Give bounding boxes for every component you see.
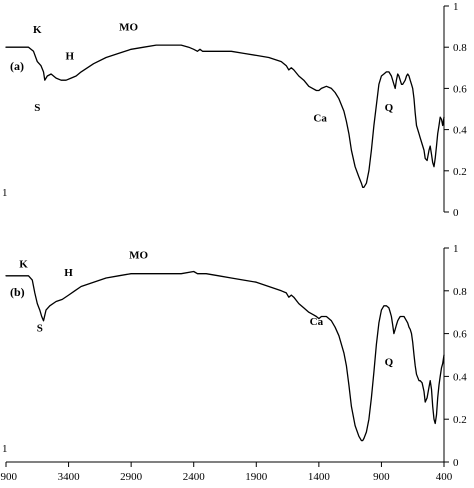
panel-label: (b) [10, 285, 25, 299]
edge-label: 1 [2, 187, 8, 199]
peak-annotation: K [33, 24, 42, 36]
peak-annotation: Q [385, 357, 394, 369]
x-tick-label: 2900 [120, 471, 143, 483]
spectrum-panel-b: 00.20.40.60.8139003400290024001900140090… [0, 243, 467, 483]
y-tick-label: 0.4 [453, 371, 467, 383]
y-tick-label: 0.8 [453, 286, 467, 298]
y-tick-label: 0.4 [453, 125, 467, 137]
peak-annotation: MO [119, 22, 138, 34]
peak-annotation: S [37, 322, 43, 334]
peak-annotation: Ca [310, 316, 324, 328]
x-tick-label: 1900 [245, 471, 268, 483]
x-tick-label: 400 [436, 471, 453, 483]
peak-annotation: K [19, 258, 28, 270]
spectrum-line [5, 270, 445, 442]
y-tick-label: 0.2 [453, 166, 467, 178]
y-tick-label: 0.6 [453, 83, 467, 95]
y-tick-label: 0 [453, 457, 459, 469]
y-tick-label: 0.8 [453, 42, 467, 54]
peak-annotation: H [66, 51, 75, 63]
peak-annotation: MO [129, 250, 148, 262]
y-tick-label: 0 [453, 207, 459, 219]
x-tick-label: 3400 [58, 471, 81, 483]
peak-annotation: H [64, 267, 73, 279]
spectrum-panel-a: 0 0.2 0.4 0.6 0.8 1 (a) 1 K H MO S Ca Q [2, 1, 467, 219]
x-tick-label: 900 [373, 471, 390, 483]
x-tick-label: 1400 [308, 471, 331, 483]
edge-label: 1 [2, 443, 8, 455]
peak-annotation: S [34, 102, 40, 114]
peak-annotation: Ca [313, 112, 327, 124]
x-tick-label: 3900 [0, 471, 18, 483]
spectrum-line [5, 44, 445, 188]
peak-annotation: Q [385, 102, 394, 114]
panel-label: (a) [10, 59, 24, 73]
y-tick-label: 1 [453, 1, 459, 13]
y-tick-label: 0.6 [453, 329, 467, 341]
y-tick-label: 0.2 [453, 414, 467, 426]
y-tick-label: 1 [453, 243, 459, 255]
x-tick-label: 2400 [183, 471, 206, 483]
